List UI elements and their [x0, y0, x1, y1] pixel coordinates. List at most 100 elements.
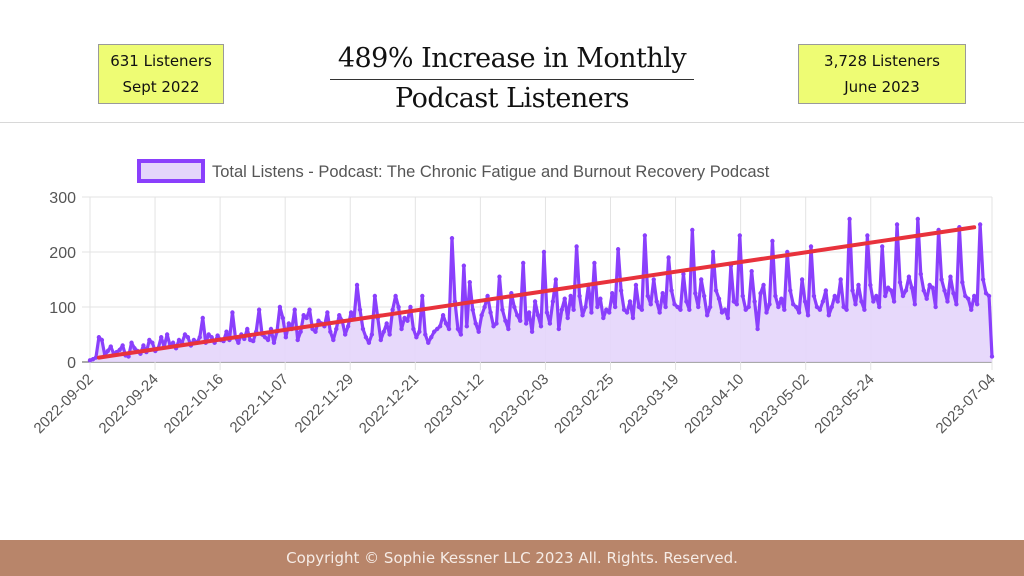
data-point[interactable] [295, 337, 300, 343]
data-point[interactable] [755, 326, 760, 332]
chart-legend[interactable]: Total Listens - Podcast: The Chronic Fat… [137, 159, 770, 183]
data-point[interactable] [758, 291, 763, 296]
data-point[interactable] [841, 304, 846, 310]
data-point[interactable] [942, 288, 947, 293]
data-point[interactable] [236, 340, 241, 345]
data-point[interactable] [592, 260, 597, 266]
data-point[interactable] [761, 282, 766, 288]
data-point[interactable] [906, 274, 912, 279]
data-point[interactable] [132, 346, 137, 351]
data-point[interactable] [491, 324, 496, 329]
data-point[interactable] [307, 307, 312, 312]
data-point[interactable] [532, 299, 538, 304]
data-point[interactable] [458, 332, 464, 337]
data-point[interactable] [817, 307, 823, 312]
data-point[interactable] [791, 302, 796, 307]
data-point[interactable] [129, 340, 134, 345]
data-point[interactable] [325, 310, 330, 315]
data-point[interactable] [704, 313, 710, 318]
data-point[interactable] [595, 304, 600, 310]
data-point[interactable] [767, 302, 772, 307]
data-point[interactable] [607, 310, 612, 315]
data-point[interactable] [423, 332, 428, 337]
data-point[interactable] [440, 313, 446, 318]
data-point[interactable] [657, 310, 662, 315]
data-point[interactable] [414, 335, 419, 340]
data-point[interactable] [844, 307, 849, 312]
data-point[interactable] [396, 304, 401, 310]
data-point[interactable] [894, 222, 900, 227]
data-point[interactable] [933, 304, 938, 310]
data-point[interactable] [977, 222, 983, 227]
data-point[interactable] [381, 329, 386, 334]
data-point[interactable] [918, 271, 923, 277]
data-point[interactable] [583, 304, 588, 310]
data-point[interactable] [853, 302, 858, 307]
data-point[interactable] [618, 288, 624, 293]
data-point[interactable] [921, 288, 926, 293]
data-point[interactable] [948, 274, 953, 279]
data-point[interactable] [749, 269, 754, 274]
data-point[interactable] [512, 304, 517, 310]
data-point[interactable] [621, 307, 627, 312]
data-point[interactable] [479, 313, 484, 318]
data-point[interactable] [342, 332, 348, 337]
data-point[interactable] [256, 307, 262, 312]
data-point[interactable] [660, 291, 665, 296]
data-point[interactable] [734, 302, 740, 307]
data-point[interactable] [559, 307, 564, 312]
data-point[interactable] [972, 293, 977, 299]
data-point[interactable] [610, 291, 615, 296]
data-point[interactable] [387, 332, 392, 337]
data-point[interactable] [788, 288, 793, 293]
data-point[interactable] [746, 304, 751, 310]
data-point[interactable] [455, 326, 461, 332]
data-point[interactable] [690, 227, 695, 233]
data-point[interactable] [645, 293, 651, 299]
data-point[interactable] [313, 329, 318, 334]
data-point[interactable] [556, 326, 561, 332]
data-point[interactable] [897, 280, 903, 285]
data-point[interactable] [437, 324, 443, 329]
data-point[interactable] [568, 293, 573, 299]
data-point[interactable] [357, 307, 363, 312]
data-point[interactable] [924, 296, 929, 301]
data-point[interactable] [518, 318, 523, 323]
data-point[interactable] [277, 304, 283, 310]
data-point[interactable] [874, 293, 879, 299]
data-point[interactable] [678, 307, 683, 312]
data-point[interactable] [488, 310, 493, 315]
data-point[interactable] [515, 313, 520, 318]
data-point[interactable] [835, 299, 840, 304]
data-point[interactable] [648, 302, 653, 307]
data-point[interactable] [912, 302, 918, 307]
data-point[interactable] [980, 277, 986, 282]
data-point[interactable] [280, 315, 286, 321]
data-point[interactable] [639, 307, 645, 312]
data-point[interactable] [722, 307, 728, 312]
data-point[interactable] [915, 216, 921, 222]
data-point[interactable] [615, 247, 621, 252]
data-point[interactable] [752, 299, 757, 304]
data-point[interactable] [141, 343, 146, 348]
data-point[interactable] [945, 299, 950, 304]
data-point[interactable] [577, 293, 582, 299]
data-point[interactable] [743, 307, 748, 312]
data-point[interactable] [737, 233, 742, 238]
data-point[interactable] [304, 315, 309, 321]
data-point[interactable] [348, 310, 354, 315]
data-point[interactable] [642, 233, 648, 238]
data-point[interactable] [725, 315, 731, 321]
data-point[interactable] [974, 302, 980, 307]
data-point[interactable] [589, 310, 594, 315]
data-point[interactable] [108, 344, 113, 349]
data-point[interactable] [176, 337, 182, 343]
data-point[interactable] [230, 310, 235, 315]
data-point[interactable] [550, 299, 556, 304]
data-point[interactable] [147, 337, 152, 343]
data-point[interactable] [547, 321, 553, 326]
data-point[interactable] [399, 326, 404, 332]
data-point[interactable] [805, 313, 811, 318]
data-point[interactable] [250, 338, 256, 344]
data-point[interactable] [224, 329, 229, 334]
